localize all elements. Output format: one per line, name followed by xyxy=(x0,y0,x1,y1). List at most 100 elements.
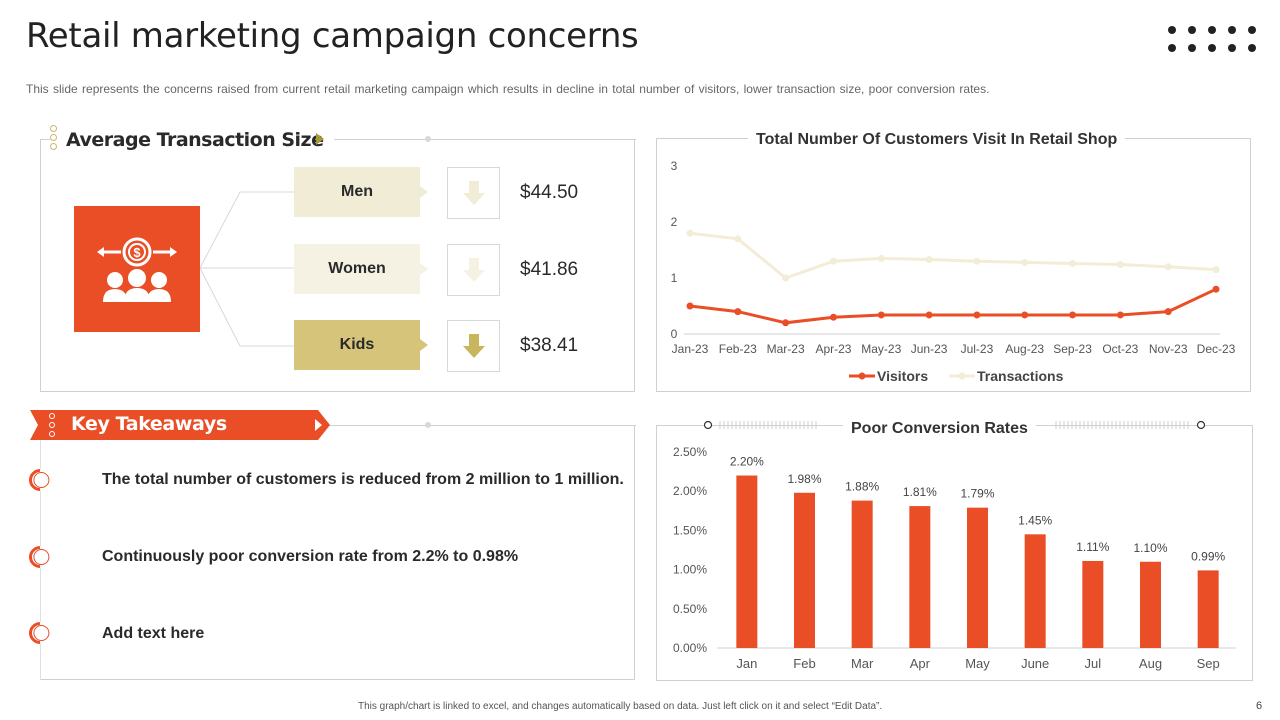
data-point-visitors xyxy=(782,319,790,327)
data-point-transactions xyxy=(1021,258,1029,266)
bar xyxy=(1024,534,1046,648)
bar-value-label: 1.10% xyxy=(1133,541,1167,555)
connector-lines xyxy=(199,191,294,347)
divider xyxy=(428,139,636,140)
y-tick-label: 0.00% xyxy=(673,641,707,655)
bar-chart-title: Poor Conversion Rates xyxy=(843,420,1036,438)
down-arrow-icon xyxy=(447,244,500,296)
page-subtitle: This slide represents the concerns raise… xyxy=(26,82,990,96)
ats-title: Average Transaction Size xyxy=(66,129,324,151)
customers-money-icon: $ xyxy=(74,206,200,332)
data-point-visitors xyxy=(1164,308,1172,316)
x-tick-label: June xyxy=(1021,656,1049,671)
data-point-visitors xyxy=(1212,285,1220,293)
y-tick-label: 3 xyxy=(671,159,678,173)
x-tick-label: May-23 xyxy=(861,342,901,356)
data-point-visitors xyxy=(925,311,933,319)
x-tick-label: Aug-23 xyxy=(1005,342,1044,356)
data-point-transactions xyxy=(1212,266,1220,274)
down-arrow-icon xyxy=(447,167,500,219)
key-takeaways-title: Key Takeaways xyxy=(71,413,227,435)
data-point-visitors xyxy=(734,308,742,316)
page-number: 6 xyxy=(1256,700,1263,712)
data-point-transactions xyxy=(734,235,742,243)
value-men: $44.50 xyxy=(520,182,579,203)
x-tick-label: Dec-23 xyxy=(1197,342,1236,356)
value-kids: $38.41 xyxy=(520,335,579,356)
takeaway-item: Add text here xyxy=(102,625,205,642)
key-takeaways-banner xyxy=(30,410,330,440)
y-tick-label: 2.50% xyxy=(673,445,707,459)
x-tick-label: Mar xyxy=(851,656,874,671)
x-tick-label: Jul-23 xyxy=(961,342,994,356)
segment-women: Women xyxy=(294,244,428,294)
bar-value-label: 1.45% xyxy=(1018,513,1052,527)
bar-value-label: 1.11% xyxy=(1076,540,1109,554)
triangle-icon xyxy=(316,133,324,145)
bar xyxy=(736,475,758,648)
y-tick-label: 1.50% xyxy=(673,523,707,537)
y-tick-label: 2.00% xyxy=(673,484,707,498)
x-tick-label: Jan-23 xyxy=(672,342,709,356)
bar xyxy=(794,492,815,648)
vertical-dots-icon xyxy=(50,125,57,152)
divider xyxy=(428,425,636,426)
footnote: This graph/chart is linked to excel, and… xyxy=(358,701,883,712)
x-tick-label: Apr-23 xyxy=(815,342,851,356)
divider-dot xyxy=(425,136,431,142)
data-point-visitors xyxy=(973,311,981,319)
x-tick-label: Apr xyxy=(910,656,931,671)
data-point-transactions xyxy=(686,229,694,237)
x-tick-label: Sep-23 xyxy=(1053,342,1092,356)
svg-text:$: $ xyxy=(133,245,141,260)
x-tick-label: Mar-23 xyxy=(767,342,805,356)
data-point-visitors xyxy=(1021,311,1029,319)
data-point-transactions xyxy=(782,274,790,282)
x-tick-label: Feb xyxy=(793,656,815,671)
bar-value-label: 1.98% xyxy=(787,472,821,486)
segment-men: Men xyxy=(294,167,428,217)
divider-dot xyxy=(425,422,431,428)
data-point-transactions xyxy=(877,254,885,262)
bar xyxy=(909,506,931,648)
legend-label: Visitors xyxy=(877,368,928,384)
decorative-dots xyxy=(1166,22,1262,58)
data-point-visitors xyxy=(877,311,885,319)
bar xyxy=(1140,561,1161,648)
y-tick-label: 0 xyxy=(671,327,678,341)
bar-chart-header-decoration xyxy=(703,420,1206,430)
bar-value-label: 2.20% xyxy=(730,455,764,469)
data-point-visitors xyxy=(686,302,694,310)
bar xyxy=(1082,560,1104,648)
data-point-visitors xyxy=(1069,311,1077,319)
x-tick-label: Jun-23 xyxy=(911,342,948,356)
x-tick-label: Jan xyxy=(736,656,757,671)
line-chart: 0 1 2 3 Jan-23 Feb-23 Mar-23 Apr-23 May-23 Jun-23… xyxy=(671,159,1236,384)
legend-marker xyxy=(958,372,966,380)
bar-value-label: 1.79% xyxy=(960,487,994,501)
y-tick-label: 0.50% xyxy=(673,602,707,616)
bar xyxy=(967,507,988,648)
x-tick-label: Sep xyxy=(1197,656,1220,671)
data-point-visitors xyxy=(1116,311,1124,319)
x-tick-label: Aug xyxy=(1139,656,1162,671)
line-chart-title: Total Number Of Customers Visit In Retai… xyxy=(748,131,1126,149)
ats-header: Average Transaction Size xyxy=(50,125,334,155)
segment-kids: Kids xyxy=(294,320,428,370)
down-arrow-icon xyxy=(447,320,500,372)
key-takeaways-panel xyxy=(40,425,635,680)
data-point-transactions xyxy=(1069,259,1077,267)
x-tick-label: Nov-23 xyxy=(1149,342,1188,356)
y-tick-label: 1 xyxy=(671,271,678,285)
data-point-transactions xyxy=(829,257,837,265)
legend-marker xyxy=(858,372,866,380)
data-point-transactions xyxy=(973,257,981,265)
bar-value-label: 1.88% xyxy=(845,480,879,494)
legend-label: Transactions xyxy=(977,368,1064,384)
y-tick-label: 2 xyxy=(671,215,678,229)
data-point-transactions xyxy=(925,256,933,264)
series-line-transactions xyxy=(689,231,1217,280)
takeaway-item: Continuously poor conversion rate from 2… xyxy=(102,548,519,565)
x-tick-label: May xyxy=(965,656,990,671)
data-point-transactions xyxy=(1164,263,1172,271)
